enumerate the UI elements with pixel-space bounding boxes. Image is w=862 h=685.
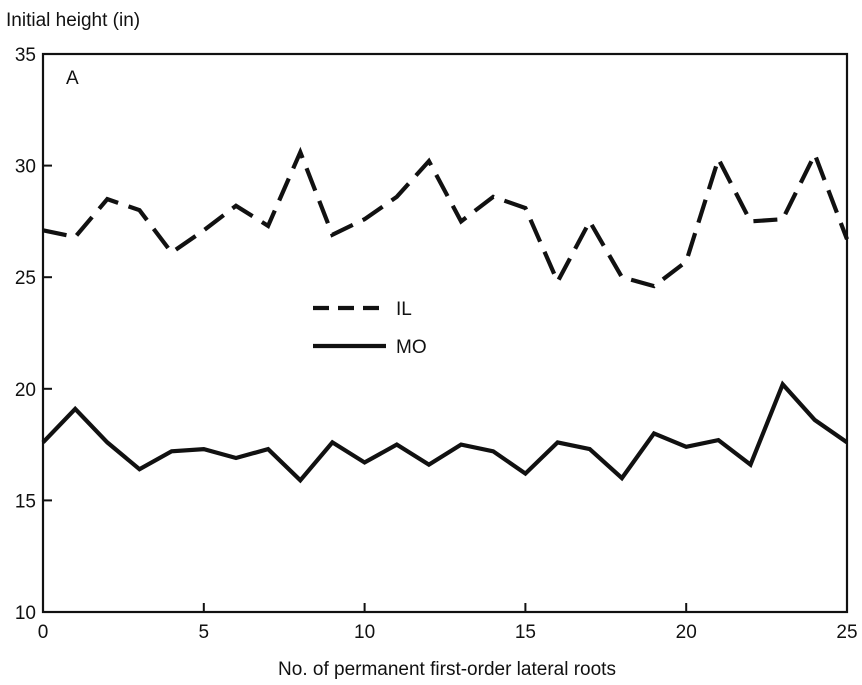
plot-area-frame: [41, 52, 849, 614]
legend-label-mo: MO: [396, 337, 427, 358]
panel-label: A: [66, 68, 79, 89]
series-line-mo: [41, 380, 849, 484]
x-axis-label: No. of permanent first-order lateral roo…: [278, 659, 616, 680]
x-tick-label: 10: [354, 622, 375, 643]
x-tick-label: 25: [836, 622, 857, 643]
series-line-il: [42, 146, 849, 289]
x-tick-label: 5: [199, 622, 210, 643]
y-axis-label: Initial height (in): [6, 10, 140, 31]
x-tick-label: 20: [676, 622, 697, 643]
y-tick-label: 35: [15, 45, 36, 66]
series-layer: [41, 146, 849, 484]
legend: IL MO: [313, 299, 427, 358]
y-tick-label: 30: [15, 157, 36, 178]
axis-ticks: 0 5 10 15 20 25 10 15 20 25 30 35: [15, 45, 858, 643]
y-tick-label: 15: [15, 491, 36, 512]
y-tick-label: 20: [15, 380, 36, 401]
x-tick-label: 15: [515, 622, 536, 643]
y-tick-label: 10: [15, 603, 36, 624]
y-tick-label: 25: [15, 268, 36, 289]
legend-label-il: IL: [396, 299, 412, 320]
x-tick-label: 0: [38, 622, 49, 643]
